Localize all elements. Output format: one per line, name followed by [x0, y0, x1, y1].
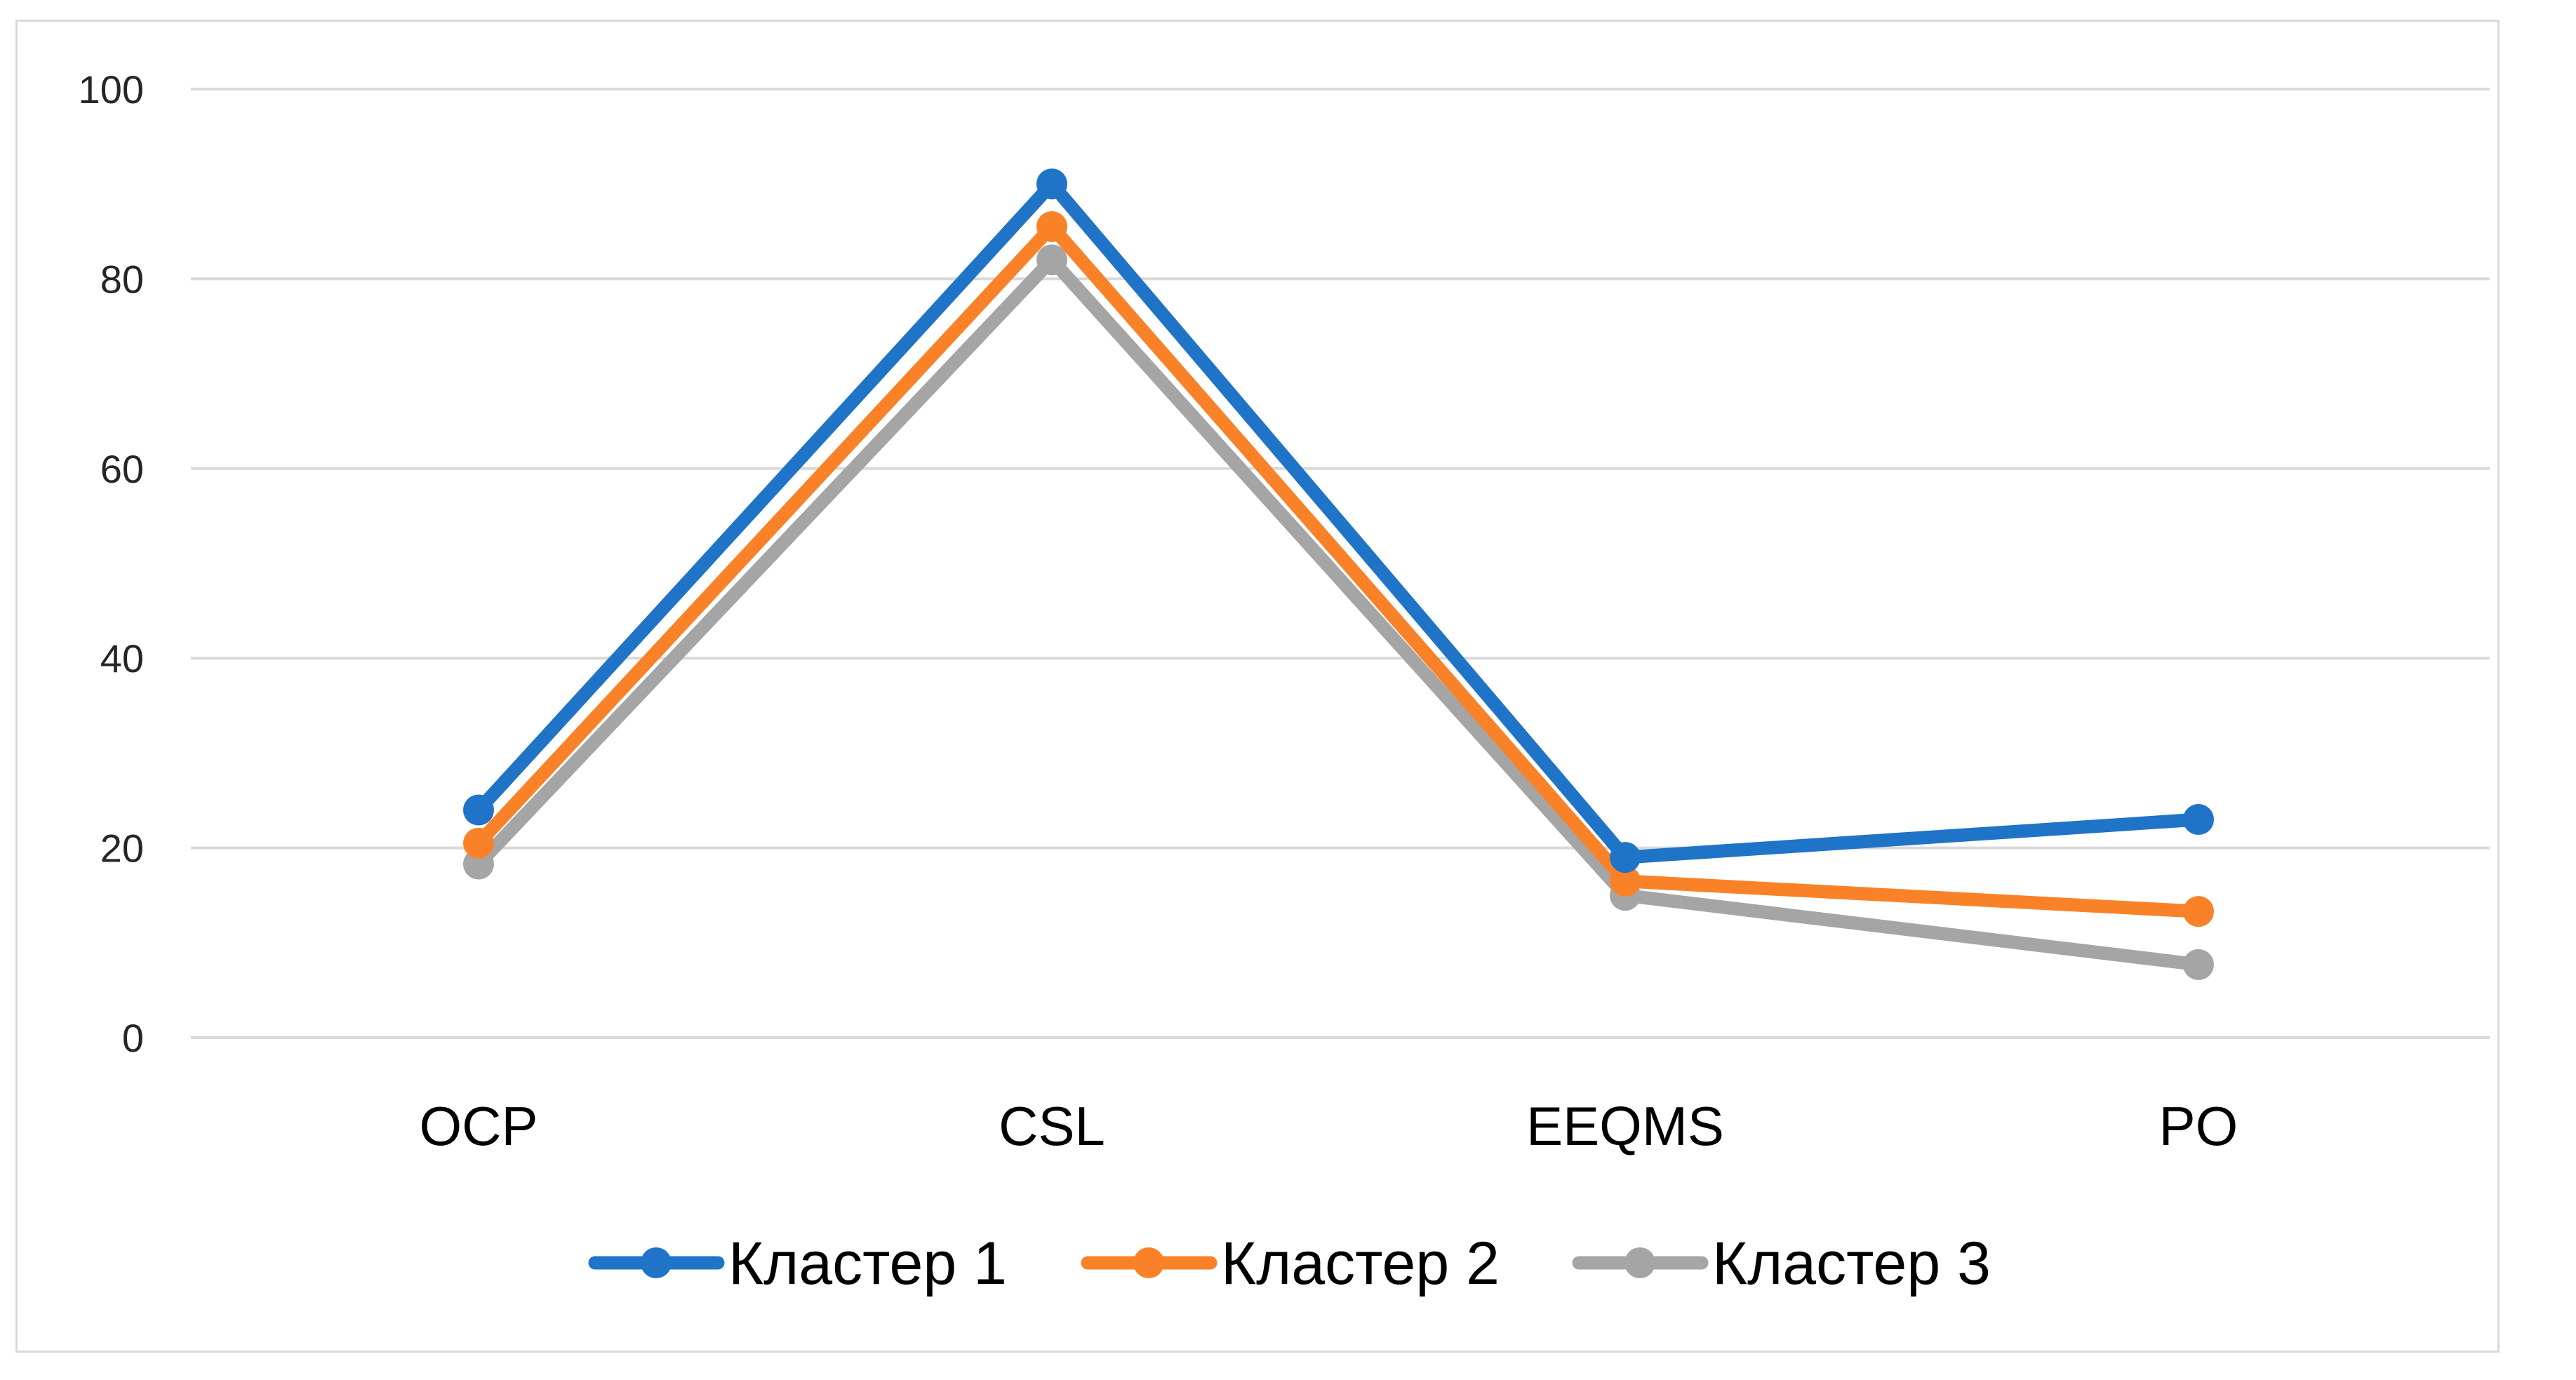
data-point — [1036, 244, 1067, 276]
legend-label: Кластер 1 — [728, 1230, 1007, 1297]
gridlines — [191, 88, 2490, 1039]
series-lines — [463, 168, 2214, 980]
x-category-label: EEQMS — [1526, 1095, 1724, 1157]
data-point — [2183, 804, 2214, 836]
legend-label: Кластер 2 — [1221, 1230, 1500, 1297]
data-point — [1036, 211, 1067, 243]
legend-item: Кластер 1 — [588, 1230, 1007, 1297]
data-point — [1610, 865, 1641, 897]
y-tick-label: 80 — [100, 257, 144, 301]
chart-frame — [15, 20, 2500, 1353]
x-category-label: CSL — [999, 1095, 1105, 1157]
x-axis-categories: OCP CSL EEQMS PO — [419, 1095, 2238, 1157]
legend-item: Кластер 3 — [1572, 1230, 1991, 1297]
data-point — [463, 827, 494, 859]
data-point — [2183, 949, 2214, 980]
x-category-label: OCP — [419, 1095, 538, 1157]
series-Кластер 2 — [463, 211, 2214, 927]
x-category-label: PO — [2159, 1095, 2238, 1157]
y-tick-label: 100 — [79, 67, 144, 112]
legend-marker — [1624, 1247, 1655, 1278]
legend-marker — [1133, 1247, 1164, 1278]
data-point — [2183, 896, 2214, 927]
series-line — [472, 177, 2205, 864]
series-Кластер 3 — [463, 244, 2214, 980]
series-line — [472, 253, 2205, 972]
series-Кластер 1 — [463, 168, 2214, 873]
data-point — [463, 794, 494, 826]
legend-marker — [641, 1247, 672, 1278]
y-axis-ticks: 0 20 40 60 80 100 — [79, 67, 144, 1060]
data-point — [1036, 168, 1067, 200]
y-tick-label: 40 — [100, 636, 144, 681]
series-line — [472, 220, 2205, 918]
y-tick-label: 0 — [122, 1016, 144, 1060]
legend-item: Кластер 2 — [1081, 1230, 1500, 1297]
y-tick-label: 20 — [100, 826, 144, 871]
legend: Кластер 1 Кластер 2 Кластер 3 — [588, 1230, 1991, 1297]
data-point — [1610, 842, 1641, 873]
y-tick-label: 60 — [100, 447, 144, 491]
legend-label: Кластер 3 — [1712, 1230, 1991, 1297]
